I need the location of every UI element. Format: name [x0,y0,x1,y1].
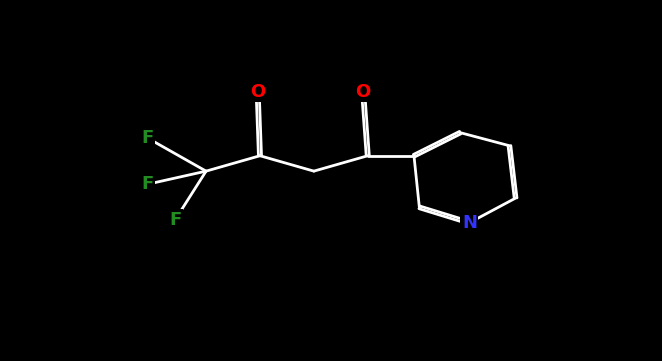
Text: F: F [169,211,181,229]
Text: F: F [142,175,154,193]
Text: F: F [142,129,154,147]
Text: N: N [462,214,477,232]
Text: O: O [355,83,371,101]
Text: O: O [250,83,265,101]
